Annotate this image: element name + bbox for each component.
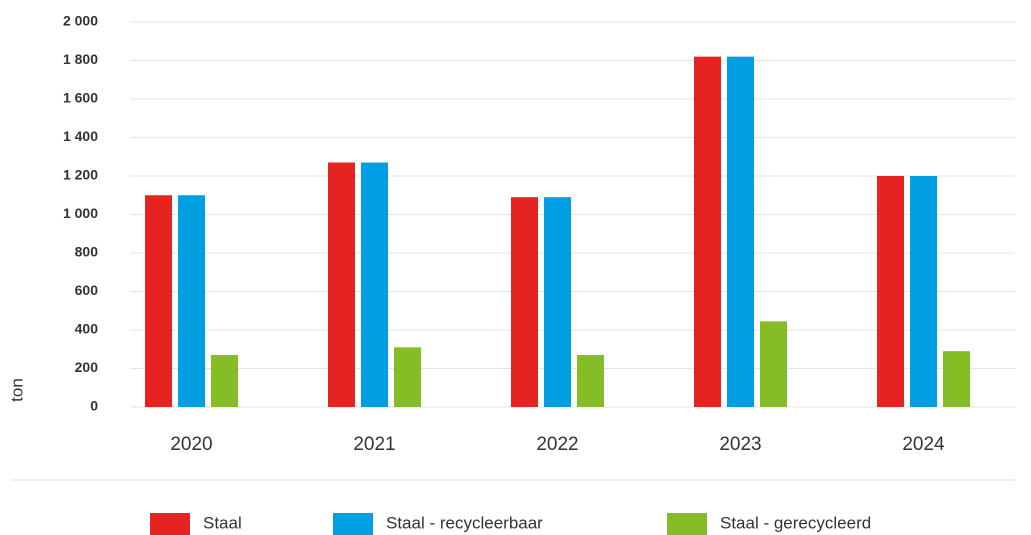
legend-label: Staal: [203, 513, 242, 532]
bar: [145, 195, 172, 407]
y-tick-label: 600: [75, 282, 99, 298]
legend-swatch: [333, 513, 373, 535]
bar: [328, 162, 355, 407]
bar: [361, 162, 388, 407]
bar: [727, 56, 754, 408]
y-tick-label: 1 800: [63, 51, 98, 67]
x-tick-label: 2024: [902, 434, 945, 455]
bar: [394, 347, 421, 407]
bar: [694, 56, 721, 408]
y-tick-label: 1 200: [63, 167, 98, 183]
y-tick-label: 400: [75, 321, 99, 337]
bar: [760, 321, 787, 407]
x-tick-label: 2020: [170, 434, 212, 455]
y-axis-label: ton: [7, 378, 26, 402]
bar: [544, 197, 571, 407]
y-tick-label: 1 400: [63, 128, 98, 144]
x-tick-label: 2023: [719, 434, 761, 455]
bar: [877, 176, 904, 407]
bar: [511, 197, 538, 407]
y-tick-label: 1 000: [63, 205, 98, 221]
y-tick-label: 0: [90, 398, 98, 414]
y-tick-label: 200: [75, 359, 99, 375]
bar: [178, 195, 205, 407]
y-tick-label: 1 600: [63, 90, 98, 106]
x-tick-label: 2021: [353, 434, 395, 455]
y-tick-label: 800: [75, 244, 99, 260]
bar: [577, 355, 604, 407]
bar: [211, 355, 238, 407]
legend-swatch: [150, 513, 190, 535]
x-tick-label: 2022: [536, 434, 578, 455]
legend-label: Staal - recycleerbaar: [386, 513, 543, 532]
bar: [943, 351, 970, 407]
y-tick-label: 2 000: [63, 13, 98, 29]
bar: [910, 176, 937, 407]
legend-swatch: [667, 513, 707, 535]
legend-label: Staal - gerecycleerd: [720, 513, 871, 532]
